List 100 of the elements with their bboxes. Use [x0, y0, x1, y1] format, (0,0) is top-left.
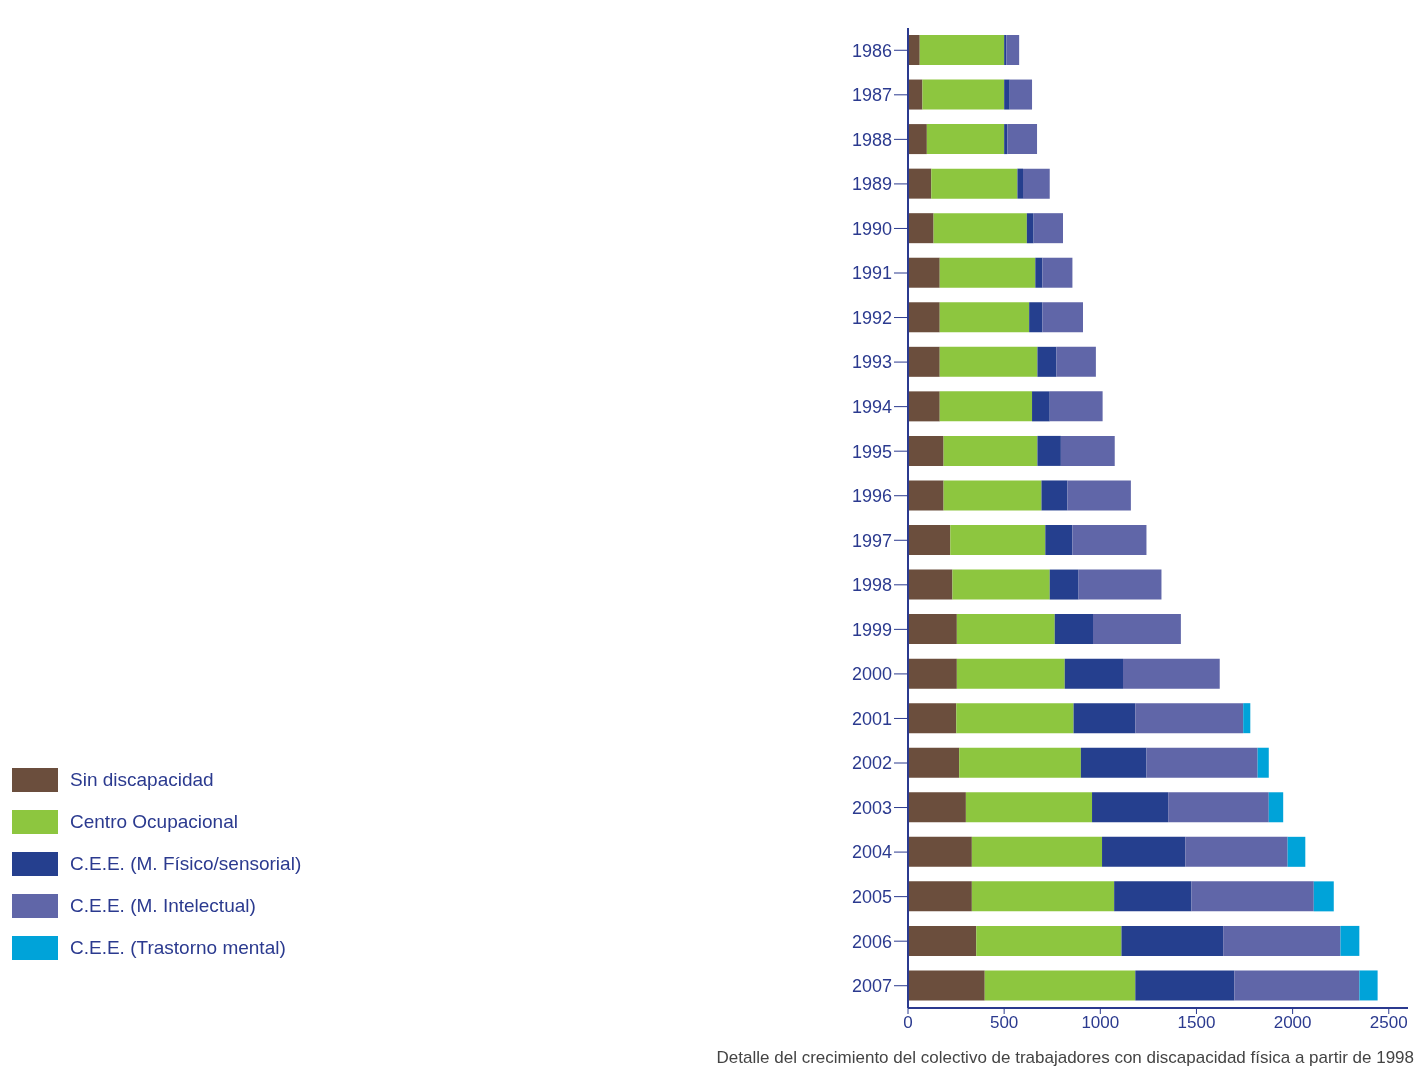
- bar: [1191, 881, 1314, 912]
- bar: [1060, 435, 1115, 466]
- bar: [908, 391, 940, 422]
- bar: [908, 346, 940, 377]
- bar: [1009, 79, 1033, 110]
- bar: [908, 970, 985, 1001]
- bar: [956, 658, 1065, 689]
- bar: [1114, 881, 1192, 912]
- y-tick-label: 1987: [851, 85, 892, 106]
- bar: [1041, 480, 1068, 511]
- bar: [1093, 614, 1181, 645]
- y-tick-label: 1992: [851, 307, 892, 328]
- bar: [1313, 881, 1334, 912]
- bar: [1135, 970, 1235, 1001]
- bar: [1037, 435, 1061, 466]
- bar: [922, 79, 1005, 110]
- bar: [1146, 747, 1258, 778]
- bar: [1042, 302, 1083, 333]
- bar: [1078, 569, 1162, 600]
- y-tick-label: 2000: [851, 664, 892, 685]
- bar: [1168, 792, 1269, 823]
- bar: [931, 168, 1018, 199]
- y-tick-label: 1997: [851, 530, 892, 551]
- bar: [1004, 124, 1008, 155]
- x-tick-label: 0: [903, 1013, 913, 1033]
- bar: [1054, 614, 1093, 645]
- y-tick-label: 1995: [851, 441, 892, 462]
- legend-label: Sin discapacidad: [70, 769, 214, 791]
- text: Detalle del crecimiento del colectivo de trabajadores con discapacidad física a partir de 1998: [715, 1048, 1415, 1068]
- bar: [1006, 35, 1020, 65]
- y-tick-label: 1998: [851, 575, 892, 596]
- legend-label: C.E.E. (Trastorno mental): [70, 937, 286, 959]
- bar: [908, 257, 940, 288]
- bar: [956, 703, 1074, 734]
- bar: [939, 257, 1036, 288]
- bar: [950, 525, 1046, 555]
- bar: [956, 614, 1055, 645]
- bar: [1359, 970, 1378, 1001]
- bar: [933, 213, 1027, 244]
- bar: [939, 346, 1038, 377]
- bar: [1123, 658, 1220, 689]
- bar: [939, 391, 1033, 422]
- bar: [908, 881, 972, 912]
- bar: [943, 435, 1038, 466]
- bar: [1234, 970, 1360, 1001]
- x-tick-label: 1500: [1177, 1013, 1216, 1033]
- bar: [1064, 658, 1123, 689]
- bar: [1029, 302, 1043, 333]
- y-tick-label: 2002: [851, 753, 892, 774]
- legend-label: C.E.E. (M. Intelectual): [70, 895, 256, 917]
- bar: [971, 881, 1115, 912]
- bar: [1056, 346, 1096, 377]
- bar: [1287, 836, 1306, 867]
- bar: [1049, 569, 1079, 600]
- bar: [971, 836, 1103, 867]
- bar: [1032, 391, 1050, 422]
- bar: [1037, 346, 1057, 377]
- y-tick-label: 2005: [851, 887, 892, 908]
- y-tick-label: 2001: [851, 708, 892, 729]
- y-tick-label: 1993: [851, 352, 892, 373]
- bar: [1067, 480, 1131, 511]
- y-tick-label: 1991: [851, 263, 892, 284]
- bar: [984, 970, 1136, 1001]
- bar: [919, 35, 1005, 65]
- bar: [1023, 168, 1050, 199]
- bar: [959, 747, 1081, 778]
- y-tick-label: 2006: [851, 931, 892, 952]
- bar: [1135, 703, 1244, 734]
- bar: [1243, 703, 1251, 734]
- bar: [908, 703, 957, 734]
- x-tick-label: 2500: [1369, 1013, 1408, 1033]
- bar: [943, 480, 1042, 511]
- bar: [1340, 925, 1360, 956]
- bar: [1073, 703, 1136, 734]
- y-tick-label: 1994: [851, 397, 892, 418]
- legend-label: Centro Ocupacional: [70, 811, 238, 833]
- bar: [1049, 391, 1103, 422]
- bar: [965, 792, 1093, 823]
- bar: [908, 35, 920, 65]
- legend-label: C.E.E. (M. Físico/sensorial): [70, 853, 302, 875]
- y-tick-label: 1990: [851, 218, 892, 239]
- bar: [1092, 792, 1169, 823]
- bar: [908, 658, 957, 689]
- bar: [908, 213, 934, 244]
- bar: [908, 747, 960, 778]
- bar: [908, 525, 951, 555]
- bar: [908, 836, 972, 867]
- bar: [1257, 747, 1269, 778]
- bar: [1004, 79, 1010, 110]
- bar: [976, 925, 1122, 956]
- y-tick-label: 1986: [851, 40, 892, 61]
- bar: [1035, 257, 1043, 288]
- bar: [1033, 213, 1063, 244]
- bar: [926, 124, 1005, 155]
- bar: [1072, 525, 1147, 555]
- bar: [908, 480, 944, 511]
- bar: [908, 79, 923, 110]
- bar: [1268, 792, 1284, 823]
- bar: [908, 569, 953, 600]
- x-tick-label: 2000: [1273, 1013, 1312, 1033]
